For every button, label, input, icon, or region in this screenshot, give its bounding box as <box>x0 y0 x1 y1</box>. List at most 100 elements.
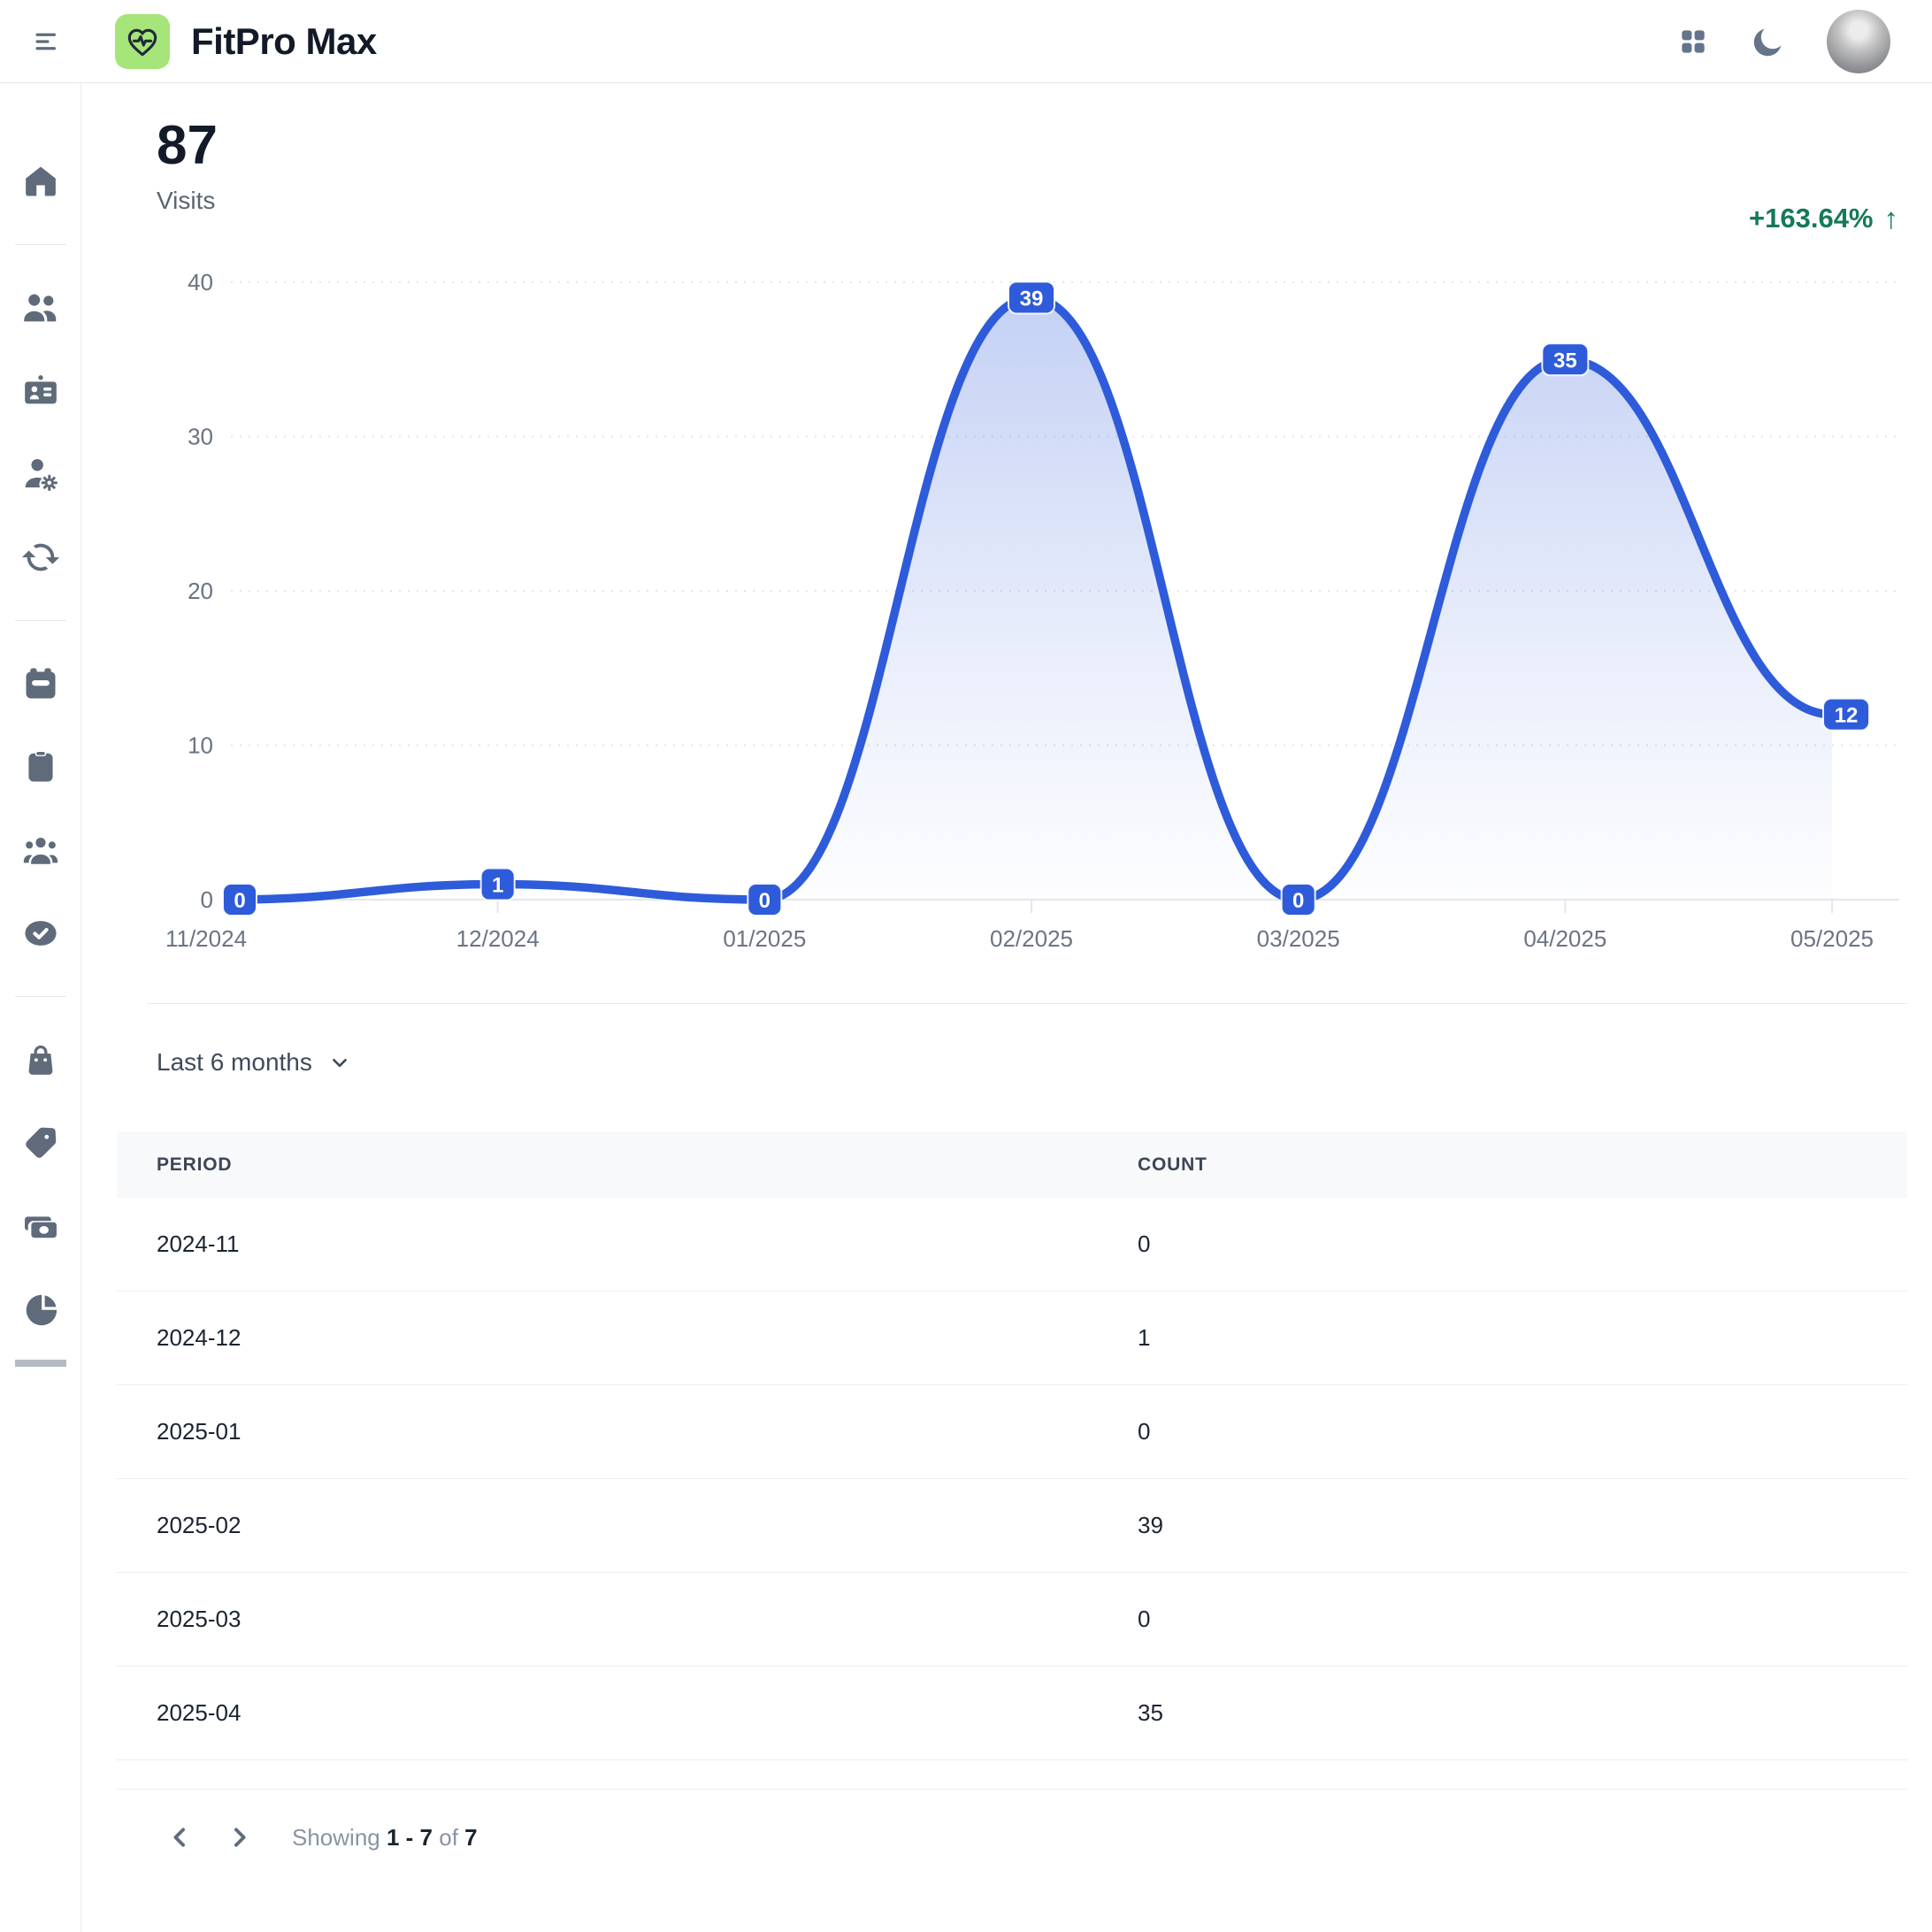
period-cell: 2025-03 <box>157 1606 242 1632</box>
visits-chart: 0 10 20 30 40 11/2024 12/2024 01/2025 02/2025 03/… <box>157 260 1899 972</box>
sidebar-item-user-settings[interactable] <box>19 452 63 496</box>
data-point-badge: 39 <box>1008 280 1055 315</box>
period-cell: 2025-01 <box>157 1418 242 1445</box>
data-point-badge: 0 <box>747 883 783 916</box>
svg-text:0: 0 <box>759 889 770 913</box>
sidebar <box>0 83 81 1932</box>
sidebar-item-payments[interactable] <box>19 1204 63 1248</box>
svg-text:30: 30 <box>188 424 213 450</box>
column-header-period: Period <box>157 1154 233 1175</box>
sidebar-item-pie-chart[interactable] <box>19 1287 63 1331</box>
count-cell: 39 <box>1138 1512 1163 1538</box>
check-circle-icon <box>24 921 57 946</box>
table-body: 2024-11 0 2024-12 1 2025-01 0 2025-02 39 2025-03… <box>117 1198 1907 1760</box>
svg-text:39: 39 <box>1020 287 1044 310</box>
sidebar-item-clipboard[interactable] <box>19 745 63 789</box>
table-row: 2024-12 1 <box>117 1292 1907 1385</box>
sidebar-item-shopping-bag[interactable] <box>19 1038 63 1082</box>
menu-button[interactable] <box>32 22 71 61</box>
table-row: 2025-04 35 <box>117 1667 1907 1760</box>
menu-icon <box>35 33 56 50</box>
sidebar-item-tag[interactable] <box>19 1121 63 1165</box>
active-item-indicator <box>14 1360 66 1367</box>
svg-text:12/2024: 12/2024 <box>456 925 540 952</box>
date-range-label: Last 6 months <box>157 1048 312 1076</box>
table-row: 2025-02 39 <box>117 1479 1907 1573</box>
period-cell: 2024-12 <box>157 1324 242 1351</box>
svg-text:05/2025: 05/2025 <box>1790 925 1874 952</box>
period-cell: 2024-11 <box>157 1230 240 1257</box>
count-cell: 35 <box>1138 1699 1163 1726</box>
showing-word: Showing <box>292 1823 380 1851</box>
tag-icon <box>25 1127 56 1158</box>
section-divider <box>147 1003 1907 1004</box>
sidebar-item-team[interactable] <box>19 828 63 872</box>
svg-text:03/2025: 03/2025 <box>1257 925 1340 952</box>
table-header: Period Count <box>117 1131 1907 1198</box>
home-icon <box>25 166 56 196</box>
total-count: 7 <box>464 1823 478 1851</box>
app-logo <box>115 13 170 69</box>
app-title: FitPro Max <box>191 19 377 62</box>
chevron-left-icon <box>173 1828 185 1847</box>
svg-text:35: 35 <box>1553 349 1577 372</box>
pagination-summary: Showing 1 - 7 of 7 <box>292 1824 478 1852</box>
sidebar-divider <box>14 244 66 245</box>
svg-text:20: 20 <box>188 578 213 604</box>
of-word: of <box>439 1823 458 1851</box>
theme-toggle-button[interactable] <box>1751 24 1786 59</box>
kpi-header: 87 Visits +163.64% ↑ <box>157 117 1898 235</box>
users-icon <box>23 294 56 322</box>
previous-page-button[interactable] <box>163 1820 198 1855</box>
next-page-button[interactable] <box>221 1820 257 1855</box>
count-cell: 0 <box>1138 1230 1151 1257</box>
sidebar-item-home[interactable] <box>19 159 63 203</box>
apps-grid-icon <box>1682 29 1705 53</box>
team-icon <box>23 838 58 864</box>
table-row: 2025-03 0 <box>117 1573 1907 1667</box>
apps-grid-button[interactable] <box>1676 25 1710 58</box>
payments-icon <box>24 1216 57 1238</box>
trend-up-arrow: ↑ <box>1883 202 1899 234</box>
heart-pulse-icon <box>127 28 157 56</box>
kpi-label: Visits <box>157 187 216 215</box>
top-bar: FitPro Max <box>0 0 1932 83</box>
svg-text:04/2025: 04/2025 <box>1523 925 1606 952</box>
main-content: 87 Visits +163.64% ↑ 0 10 20 30 40 11/2024 12/… <box>81 83 1932 1932</box>
sidebar-divider <box>14 996 66 997</box>
pie-chart-icon <box>26 1294 57 1326</box>
svg-text:10: 10 <box>188 732 213 759</box>
sidebar-item-check-circle[interactable] <box>19 911 63 955</box>
data-point-badge: 35 <box>1541 342 1590 377</box>
sidebar-item-calendar[interactable] <box>19 662 63 706</box>
table-row: 2024-11 0 <box>117 1198 1907 1292</box>
chevron-down-icon <box>333 1058 347 1068</box>
kpi-delta-value: +163.64% <box>1749 203 1874 234</box>
sidebar-item-id-card[interactable] <box>19 369 63 413</box>
svg-text:12: 12 <box>1835 704 1859 728</box>
svg-text:40: 40 <box>188 269 213 295</box>
table-row: 2025-01 0 <box>117 1385 1907 1479</box>
user-settings-icon <box>25 458 58 491</box>
id-card-icon <box>24 375 57 404</box>
kpi-value: 87 <box>157 115 218 176</box>
column-header-count: Count <box>1138 1154 1208 1175</box>
shopping-bag-icon <box>28 1045 52 1075</box>
count-cell: 1 <box>1138 1324 1151 1351</box>
moon-icon <box>1753 28 1782 56</box>
svg-text:11/2024: 11/2024 <box>165 925 247 952</box>
pagination: Showing 1 - 7 of 7 <box>117 1790 1907 1855</box>
sidebar-item-users[interactable] <box>19 286 63 330</box>
data-point-badge: 0 <box>222 883 257 916</box>
svg-text:1: 1 <box>492 874 503 898</box>
svg-text:0: 0 <box>234 889 245 913</box>
date-range-dropdown[interactable]: Last 6 months <box>157 1048 351 1077</box>
data-point-badge: 0 <box>1280 883 1316 916</box>
sidebar-item-sync[interactable] <box>19 535 63 579</box>
sidebar-divider <box>14 620 66 621</box>
table-row-partial <box>117 1760 1907 1790</box>
data-point-badge: 1 <box>479 867 516 901</box>
user-avatar[interactable] <box>1827 9 1890 73</box>
svg-text:0: 0 <box>1292 889 1304 913</box>
